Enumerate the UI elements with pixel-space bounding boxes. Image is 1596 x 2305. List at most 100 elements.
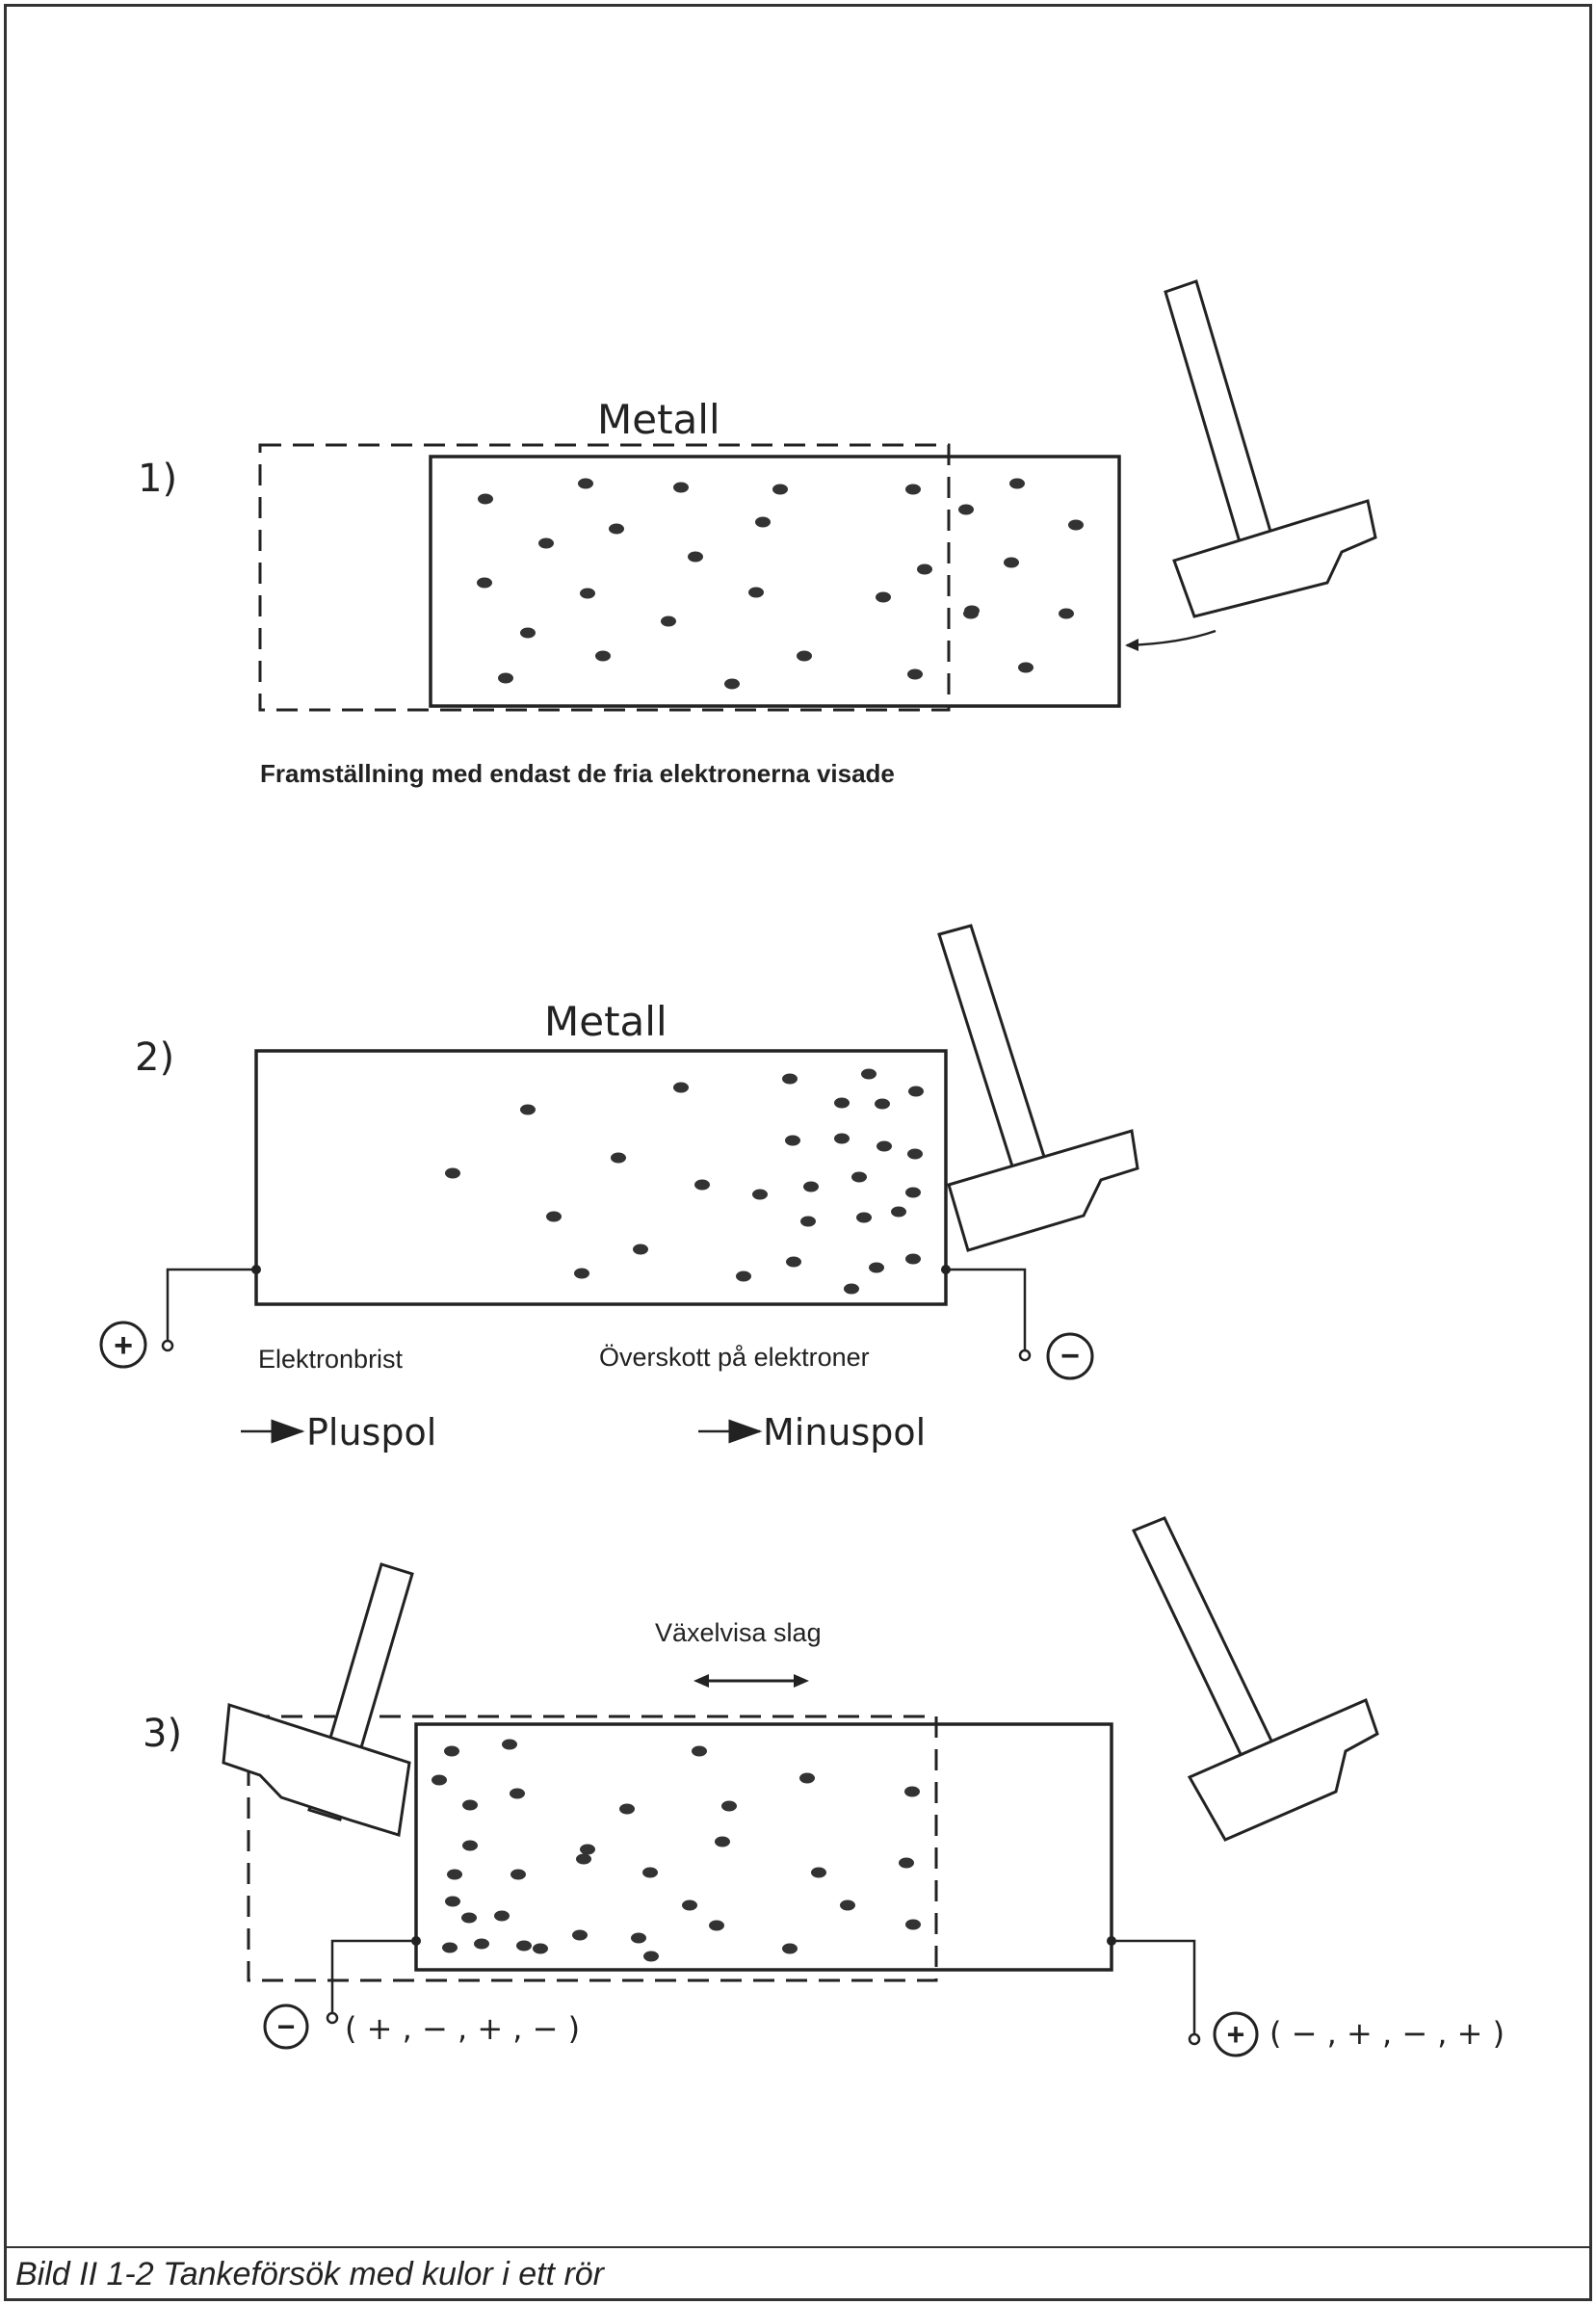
- right-contact: [941, 1265, 951, 1274]
- minuspol-label: Minuspol: [763, 1411, 926, 1454]
- panel-1: 1) Metall Framställning med endast de fr…: [138, 279, 1377, 788]
- electron-dot: [572, 1929, 588, 1941]
- electron-dot: [905, 1187, 921, 1198]
- electron-dot: [444, 1745, 459, 1757]
- electron-dot: [502, 1739, 517, 1750]
- electron-dot: [477, 577, 492, 589]
- electron-deficit-label: Elektronbrist: [258, 1345, 404, 1374]
- electron-dot: [905, 484, 921, 495]
- electron-dot: [533, 1943, 548, 1954]
- electron-dot: [609, 523, 624, 535]
- svg-text:+: +: [1227, 2017, 1245, 2052]
- minus-symbol-2: −: [1046, 1332, 1094, 1380]
- electron-dot: [520, 627, 536, 639]
- electron-dot: [673, 1082, 689, 1093]
- right-wire: [946, 1268, 1027, 1350]
- electron-group-2: [445, 1068, 924, 1295]
- electron-dot: [633, 1244, 648, 1255]
- electron-dot: [631, 1932, 646, 1944]
- electron-dot: [875, 1098, 890, 1110]
- electron-dot: [478, 493, 493, 505]
- electron-dot: [447, 1869, 462, 1880]
- hammer-1-arrow: [1126, 629, 1217, 647]
- electron-dot: [907, 1148, 923, 1160]
- electron-dot: [432, 1774, 447, 1786]
- left-contact-3: [411, 1936, 421, 1946]
- electron-dot: [772, 484, 788, 495]
- electron-dot: [799, 1772, 815, 1784]
- electron-dot: [905, 1253, 921, 1265]
- electron-dot: [834, 1133, 850, 1144]
- electron-dot: [576, 1853, 591, 1865]
- electron-dot: [752, 1189, 768, 1200]
- electron-dot: [917, 563, 932, 575]
- electron-dot: [580, 588, 595, 599]
- right-terminal: [1018, 1349, 1032, 1362]
- electron-group-1: [477, 478, 1084, 690]
- hammer-right: [1131, 1516, 1379, 1842]
- electron-dot: [715, 1836, 730, 1847]
- electron-dot: [474, 1938, 489, 1950]
- svg-text:−: −: [277, 2009, 296, 2044]
- plus-symbol-3: +: [1213, 2011, 1259, 2057]
- electron-dot: [834, 1097, 850, 1109]
- electron-dot: [462, 1799, 478, 1811]
- right-wire-3: [1112, 1939, 1196, 2034]
- plus-symbol-2: +: [99, 1321, 147, 1369]
- electron-dot: [595, 650, 611, 662]
- right-contact-3: [1107, 1936, 1116, 1946]
- electron-dot: [803, 1181, 819, 1192]
- electron-dot: [861, 1068, 876, 1080]
- electron-dot: [1004, 557, 1019, 568]
- electron-dot: [694, 1179, 710, 1191]
- electron-dot: [580, 1844, 595, 1855]
- electron-dot: [811, 1867, 826, 1878]
- electron-dot: [520, 1104, 536, 1115]
- panel-1-number: 1): [138, 457, 177, 501]
- electron-dot: [574, 1268, 589, 1279]
- electron-dot: [869, 1262, 884, 1273]
- electron-dot: [748, 587, 764, 598]
- electron-dot: [782, 1943, 798, 1954]
- hammer-1-arrowhead: [1125, 639, 1138, 651]
- panel-2-number: 2): [135, 1035, 174, 1080]
- electron-dot: [721, 1800, 737, 1812]
- panel-1-metal-label: Metall: [597, 396, 720, 443]
- electron-dot: [1068, 519, 1084, 531]
- svg-text:+: +: [114, 1327, 133, 1364]
- metal-bar-dashed-position: [247, 1715, 938, 1982]
- electron-dot: [673, 482, 689, 493]
- electron-dot: [445, 1896, 460, 1907]
- electron-dot: [619, 1803, 635, 1815]
- figure-frame: [4, 4, 1592, 2301]
- electron-dot: [688, 551, 703, 563]
- left-terminal: [161, 1339, 174, 1352]
- electron-dot: [786, 1256, 801, 1268]
- electron-dot: [800, 1216, 816, 1227]
- electron-dot: [461, 1912, 477, 1924]
- double-arrow-left-head: [693, 1674, 709, 1688]
- pluspol-label: Pluspol: [306, 1411, 436, 1454]
- electron-dot: [963, 608, 979, 619]
- electron-dot: [907, 668, 923, 680]
- electron-dot: [844, 1283, 859, 1295]
- panel-1-caption: Framställning med endast de fria elektro…: [260, 759, 895, 788]
- electron-dot: [797, 650, 812, 662]
- electron-dot: [876, 591, 891, 603]
- metal-bar-solid-position: [414, 1722, 1113, 1972]
- electron-dot: [891, 1206, 906, 1218]
- left-contact: [251, 1265, 261, 1274]
- left-wire: [166, 1268, 256, 1341]
- double-arrow-right-head: [794, 1674, 809, 1688]
- electron-dot: [642, 1867, 658, 1878]
- panel-2-metal-label: Metall: [544, 998, 667, 1045]
- electron-dot: [755, 516, 771, 528]
- electron-dot: [692, 1745, 707, 1757]
- electron-dot: [785, 1135, 800, 1146]
- electron-dot: [905, 1919, 921, 1930]
- metal-bar-shifted: [429, 455, 1121, 708]
- hammer-left: [222, 1562, 414, 1837]
- electron-dot: [494, 1910, 510, 1922]
- electron-dot: [538, 537, 554, 549]
- electron-dot: [1059, 608, 1074, 619]
